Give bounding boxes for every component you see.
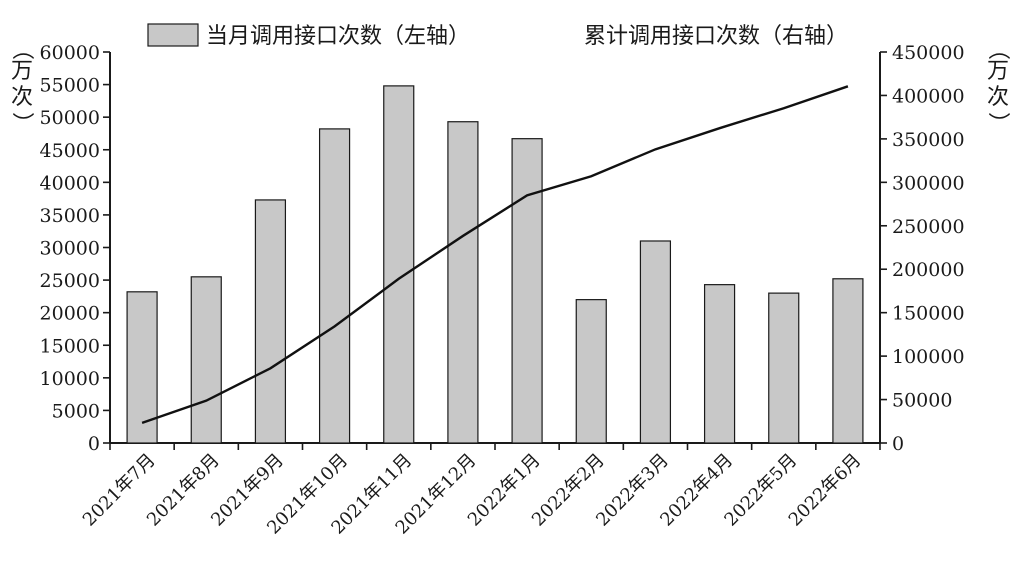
unit-char: 次 [987,85,1009,110]
left-tick-label: 30000 [40,238,100,260]
right-tick-label: 400000 [892,85,965,107]
right-tick-label: 100000 [892,346,965,368]
right-tick-label: 250000 [892,216,965,238]
left-tick-label: 55000 [40,75,100,97]
left-axis-unit: （万次） [9,38,34,134]
left-tick-label: 40000 [40,172,100,194]
bar [768,292,800,444]
bar [511,138,543,444]
right-tick-label: 200000 [892,259,965,281]
legend-bar-swatch [147,23,199,47]
right-tick-label: 450000 [892,42,965,64]
bar [832,278,864,444]
left-tick-label: 15000 [40,335,100,357]
cumulative-line [141,85,849,424]
bar [575,299,607,444]
bar [318,128,351,444]
bar [383,85,415,444]
unit-char: 次 [11,85,33,110]
unit-char: 万 [11,59,33,84]
unit-char: ） [9,112,34,134]
bar-series [126,85,864,444]
right-tick-label: 350000 [892,129,965,151]
legend-bar-label: 当月调用接口次数（左轴） [206,24,470,49]
left-tick-label: 0 [88,433,100,455]
left-axis-ticks: 0 5000 10000 15000 20000 25000 30000 35000 40000… [40,42,110,455]
x-axis-ticks [109,443,881,450]
left-tick-label: 35000 [40,205,100,227]
right-tick-label: 0 [892,433,904,455]
unit-char: （ [9,38,34,60]
line-series [141,85,849,424]
left-tick-label: 20000 [40,303,100,325]
bar [190,276,222,444]
left-tick-label: 25000 [40,270,100,292]
bar [639,240,672,444]
bar [703,284,736,444]
bar [126,291,158,444]
unit-char: （ [985,38,1010,60]
left-tick-label: 50000 [40,107,100,129]
right-tick-label: 300000 [892,172,965,194]
legend: 当月调用接口次数（左轴） 累计调用接口次数（右轴） [147,23,848,49]
right-axis-ticks: 0 50000 100000 150000 200000 250000 300000 3500… [880,42,965,455]
bar [447,121,479,444]
unit-char: 万 [987,59,1009,84]
left-tick-label: 10000 [40,368,100,390]
right-tick-label: 50000 [892,390,952,412]
left-tick-label: 5000 [52,400,100,422]
category-labels: 2021年7月2021年8月2021年9月2021年10月2021年11月202… [79,450,866,539]
legend-line-label: 累计调用接口次数（右轴） [584,24,848,49]
bar [254,199,287,444]
right-axis-unit: （万次） [985,38,1010,134]
unit-char: ） [985,112,1010,134]
left-tick-label: 45000 [40,140,100,162]
left-tick-label: 60000 [40,42,100,64]
right-tick-label: 150000 [892,303,965,325]
